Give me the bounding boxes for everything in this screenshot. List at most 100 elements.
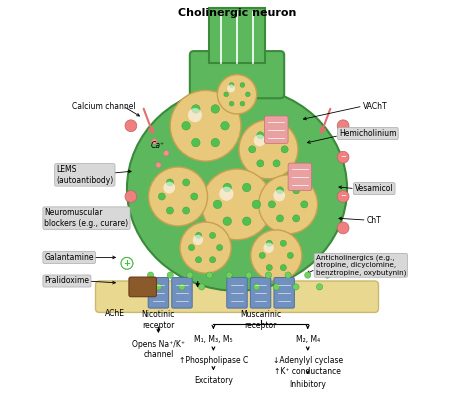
Circle shape <box>166 207 173 214</box>
Circle shape <box>273 132 280 139</box>
FancyBboxPatch shape <box>250 277 271 308</box>
Circle shape <box>223 217 231 226</box>
Text: M₁, M₃, M₅: M₁, M₃, M₅ <box>194 335 233 344</box>
Circle shape <box>293 284 299 290</box>
Circle shape <box>180 222 231 273</box>
FancyBboxPatch shape <box>172 277 192 308</box>
Text: +: + <box>123 259 130 268</box>
Text: Neuromuscular
blockers (e.g., curare): Neuromuscular blockers (e.g., curare) <box>45 208 128 228</box>
Circle shape <box>158 193 165 200</box>
Circle shape <box>285 272 291 278</box>
Circle shape <box>273 284 280 290</box>
Text: −: − <box>340 154 346 160</box>
Circle shape <box>273 189 285 201</box>
FancyBboxPatch shape <box>210 8 264 63</box>
Text: AChE: AChE <box>105 309 125 318</box>
Circle shape <box>166 179 173 186</box>
Circle shape <box>191 138 200 147</box>
Circle shape <box>195 232 201 239</box>
Circle shape <box>324 272 330 278</box>
Text: Pralidoxime: Pralidoxime <box>45 277 90 285</box>
Circle shape <box>210 232 216 239</box>
Circle shape <box>246 92 250 97</box>
FancyBboxPatch shape <box>190 51 284 98</box>
Circle shape <box>147 272 154 278</box>
FancyBboxPatch shape <box>264 116 288 143</box>
Circle shape <box>280 240 286 246</box>
Circle shape <box>316 284 323 290</box>
Circle shape <box>268 201 275 208</box>
Circle shape <box>276 187 283 194</box>
Circle shape <box>239 120 298 179</box>
Circle shape <box>273 160 280 167</box>
Circle shape <box>199 284 205 290</box>
Circle shape <box>240 83 245 87</box>
Text: ChT: ChT <box>367 216 382 224</box>
Circle shape <box>179 284 185 290</box>
Circle shape <box>259 175 318 234</box>
FancyBboxPatch shape <box>96 281 378 312</box>
Circle shape <box>264 242 274 253</box>
Text: LEMS
(autoantibody): LEMS (autoantibody) <box>56 165 113 185</box>
Circle shape <box>243 183 251 192</box>
Circle shape <box>257 132 264 139</box>
Circle shape <box>254 134 265 146</box>
Circle shape <box>280 264 286 271</box>
Circle shape <box>337 191 349 202</box>
Circle shape <box>152 139 157 144</box>
Circle shape <box>182 121 191 130</box>
FancyBboxPatch shape <box>288 163 312 191</box>
Text: Excitatory: Excitatory <box>194 376 233 385</box>
Circle shape <box>191 105 200 113</box>
Circle shape <box>251 230 302 281</box>
Circle shape <box>257 160 264 167</box>
Circle shape <box>246 272 252 278</box>
Circle shape <box>125 120 137 132</box>
Circle shape <box>193 235 203 245</box>
Circle shape <box>195 257 201 263</box>
Circle shape <box>337 151 349 163</box>
Circle shape <box>337 222 349 234</box>
Circle shape <box>210 257 216 263</box>
Text: ↑Phospholipase C: ↑Phospholipase C <box>179 356 248 365</box>
Circle shape <box>219 187 234 201</box>
Text: Anticholinergics (e.g.,
atropine, dicyclomine,
benztropine, oxybutynin): Anticholinergics (e.g., atropine, dicycl… <box>316 255 406 276</box>
Circle shape <box>243 217 251 226</box>
Circle shape <box>224 92 228 97</box>
Circle shape <box>240 101 245 106</box>
Circle shape <box>121 257 133 269</box>
FancyBboxPatch shape <box>227 277 247 308</box>
FancyBboxPatch shape <box>148 277 169 308</box>
Text: M₂, M₄: M₂, M₄ <box>296 335 320 344</box>
Circle shape <box>167 272 173 278</box>
Circle shape <box>182 179 190 186</box>
Circle shape <box>188 108 202 122</box>
Circle shape <box>254 284 260 290</box>
Circle shape <box>266 264 273 271</box>
Circle shape <box>121 257 133 269</box>
Text: −: − <box>340 260 346 266</box>
Circle shape <box>187 272 193 278</box>
Circle shape <box>211 138 219 147</box>
Circle shape <box>223 183 231 192</box>
Circle shape <box>218 75 256 114</box>
Circle shape <box>249 146 256 153</box>
Circle shape <box>206 272 213 278</box>
Circle shape <box>221 121 229 130</box>
FancyBboxPatch shape <box>129 277 156 297</box>
Circle shape <box>305 272 311 278</box>
Circle shape <box>170 90 241 161</box>
Ellipse shape <box>127 86 347 291</box>
Text: Calcium channel: Calcium channel <box>72 102 136 110</box>
Text: Nicotinic
receptor: Nicotinic receptor <box>142 310 175 330</box>
Circle shape <box>227 84 235 92</box>
Circle shape <box>266 240 273 246</box>
Text: Inhibitory: Inhibitory <box>289 380 326 389</box>
Circle shape <box>217 244 223 251</box>
Text: Galantamine: Galantamine <box>45 253 94 262</box>
Circle shape <box>301 201 308 208</box>
Circle shape <box>164 182 175 194</box>
Circle shape <box>329 257 341 269</box>
Circle shape <box>155 162 161 168</box>
Text: Opens Na⁺/K⁺
channel: Opens Na⁺/K⁺ channel <box>132 340 185 359</box>
